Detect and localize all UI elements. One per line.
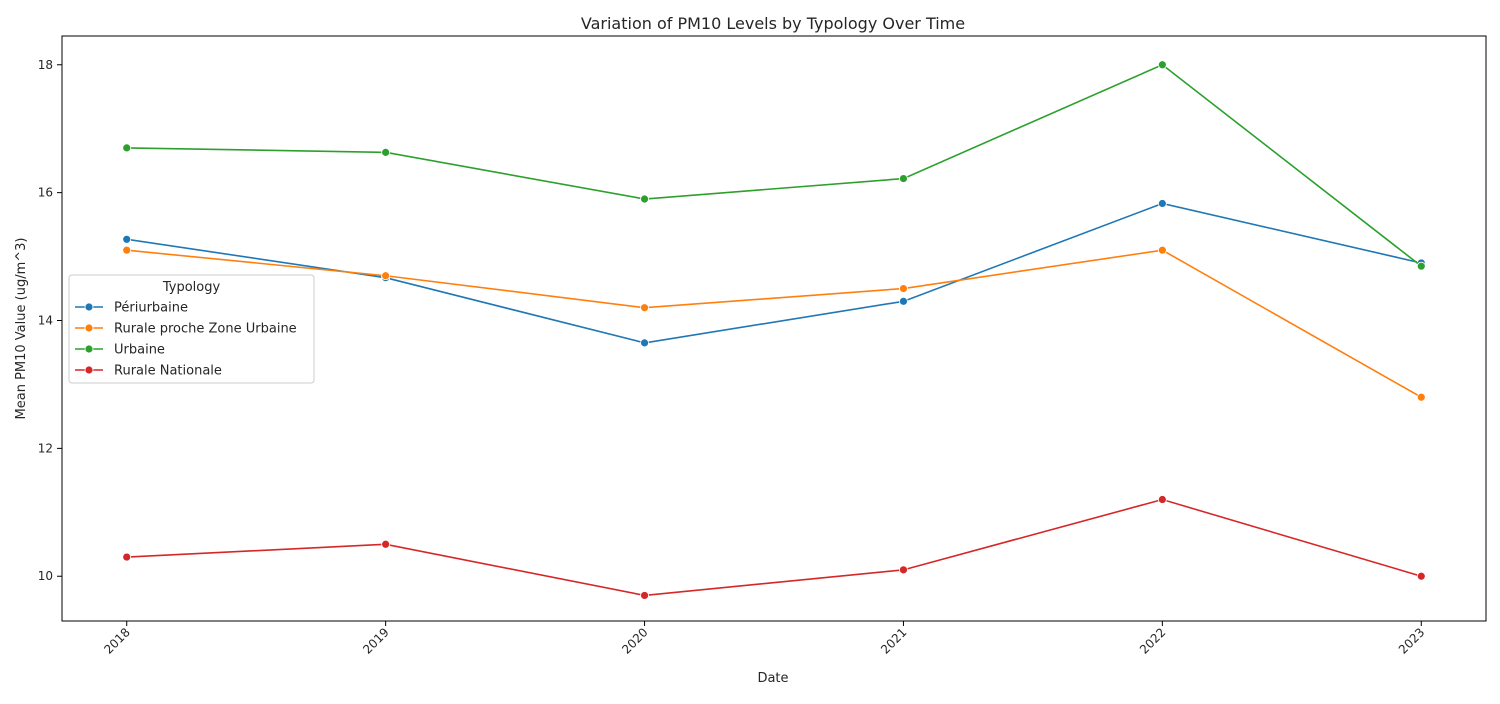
x-tick-label: 2020 <box>619 625 650 656</box>
series-layer <box>122 60 1426 600</box>
legend-item: Rurale Nationale <box>75 364 222 379</box>
y-tick-label: 10 <box>38 569 53 583</box>
data-point <box>381 271 391 281</box>
legend-swatch-marker <box>84 302 94 312</box>
legend-label: Rurale Nationale <box>114 364 222 379</box>
data-point <box>899 565 908 575</box>
data-point <box>1416 571 1426 581</box>
series-line <box>126 249 1422 398</box>
legend-swatch-marker <box>84 365 94 375</box>
legend-item: Urbaine <box>75 343 165 358</box>
legend-label: Périurbaine <box>114 301 188 316</box>
data-point <box>640 338 649 348</box>
data-point <box>122 552 132 562</box>
legend-item: Périurbaine <box>75 301 188 316</box>
series <box>122 245 1426 402</box>
x-tick-label: 2018 <box>101 625 132 656</box>
series-line <box>126 63 1422 267</box>
series <box>122 495 1426 600</box>
series-line <box>126 202 1422 344</box>
legend-title: Typology <box>162 280 221 295</box>
data-point <box>1157 495 1167 504</box>
legend-items: Périurbaine Rurale proche Zone Urbaine Urb… <box>75 301 297 379</box>
data-point <box>899 174 908 183</box>
legend-label: Urbaine <box>114 343 165 358</box>
y-axis-label: Mean PM10 Value (ug/m^3) <box>14 238 29 420</box>
y-tick-label: 14 <box>38 314 53 328</box>
y-axis: 10 12 14 16 18 <box>38 58 62 583</box>
y-tick-label: 16 <box>38 186 53 200</box>
legend-swatch-marker <box>84 323 94 333</box>
legend: Typology Périurbaine Rurale proche Zone U… <box>68 274 315 384</box>
chart-title: Variation of PM10 Levels by Typology Ove… <box>581 14 965 33</box>
legend-swatch-marker <box>84 344 94 354</box>
series-line <box>126 498 1422 597</box>
y-tick-label: 18 <box>38 58 53 72</box>
x-axis-label: Date <box>757 671 788 686</box>
x-tick-label: 2023 <box>1396 625 1427 656</box>
data-point <box>640 303 649 313</box>
legend-item: Rurale proche Zone Urbaine <box>75 322 297 337</box>
data-point <box>640 591 649 600</box>
data-point <box>1157 60 1167 70</box>
data-point <box>381 539 391 549</box>
data-point <box>640 194 649 204</box>
x-axis: 2018 2019 2020 2021 2022 2023 <box>101 621 1427 657</box>
series <box>122 60 1426 271</box>
data-point <box>1157 245 1167 255</box>
data-point <box>122 245 132 255</box>
data-point <box>122 143 132 153</box>
legend-box <box>68 274 315 384</box>
x-tick-label: 2019 <box>360 625 391 656</box>
data-point <box>899 296 908 306</box>
data-point <box>899 284 908 293</box>
x-tick-label: 2022 <box>1137 625 1168 656</box>
data-point <box>1416 392 1426 402</box>
plot-frame <box>61 35 1487 622</box>
data-point <box>1157 199 1167 208</box>
y-tick-label: 12 <box>38 441 53 455</box>
data-point <box>1416 261 1426 271</box>
data-point <box>122 234 132 244</box>
series <box>122 199 1426 348</box>
legend-label: Rurale proche Zone Urbaine <box>114 322 297 337</box>
data-point <box>381 147 391 157</box>
x-tick-label: 2021 <box>878 625 909 656</box>
